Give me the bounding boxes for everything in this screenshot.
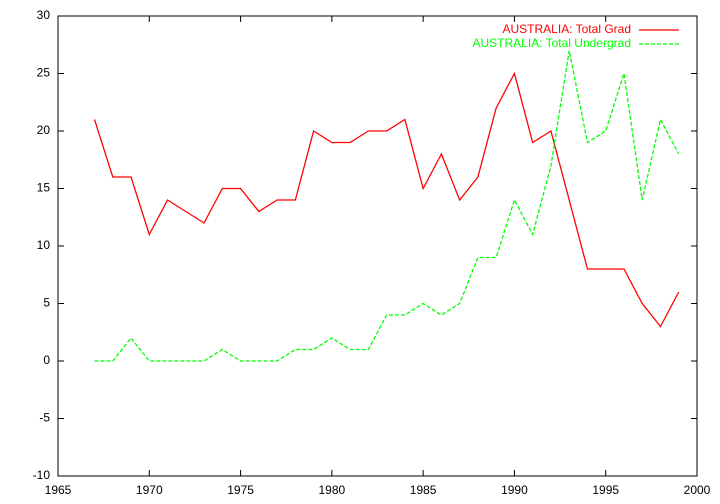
y-tick-label: 15 [37,181,51,195]
y-tick-label: 20 [37,123,51,137]
x-tick-label: 1970 [136,483,163,497]
y-tick-label: 0 [43,353,50,367]
x-tick-label: 1985 [410,483,437,497]
x-tick-label: 1995 [592,483,619,497]
x-tick-label: 2000 [684,483,711,497]
y-tick-label: 25 [37,66,51,80]
plot-frame [57,15,698,477]
x-tick-label: 1965 [45,483,72,497]
y-tick-label: 5 [43,296,50,310]
series-line [94,50,680,362]
y-tick-label: 30 [37,8,51,22]
x-tick-label: 1975 [227,483,254,497]
x-tick-label: 1980 [319,483,346,497]
y-tick-label: 10 [37,238,51,252]
y-tick-label: -5 [39,411,50,425]
x-tick-label: 1990 [501,483,528,497]
legend-label: AUSTRALIA: Total Grad [503,22,632,36]
y-tick-label: -10 [33,468,51,482]
legend-label: AUSTRALIA: Total Undergrad [472,36,631,50]
series-line [93,71,680,328]
